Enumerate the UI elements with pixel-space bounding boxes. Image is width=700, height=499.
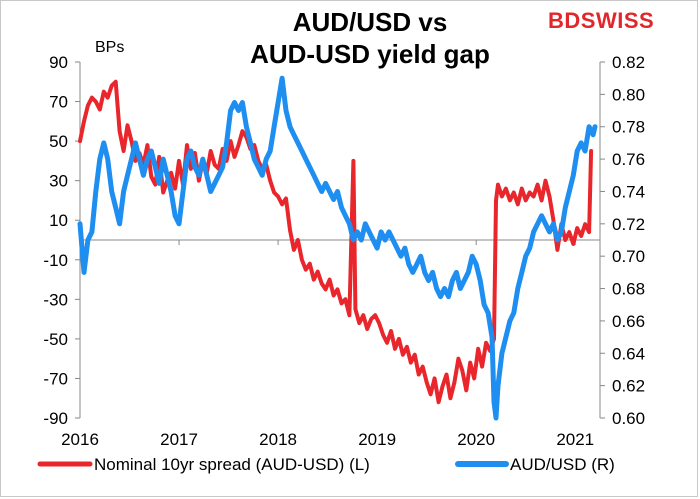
- left-tick-label: -70: [43, 369, 68, 388]
- left-tick-label: -50: [43, 330, 68, 349]
- legend-label-spread: Nominal 10yr spread (AUD-USD) (L): [94, 455, 370, 474]
- right-tick-label: 0.60: [612, 409, 645, 428]
- left-tick-label: -90: [43, 409, 68, 428]
- left-tick-label: 70: [49, 93, 68, 112]
- right-tick-label: 0.64: [612, 344, 645, 363]
- left-tick-label: 90: [49, 53, 68, 72]
- right-tick-label: 0.62: [612, 377, 645, 396]
- right-tick-label: 0.74: [612, 182, 645, 201]
- brand-logo-text: BDSWISS: [548, 8, 655, 33]
- left-tick-label: -30: [43, 290, 68, 309]
- left-tick-label: 10: [49, 211, 68, 230]
- brand-logo: BDSWISS: [548, 8, 654, 34]
- left-axis-unit: BPs: [95, 39, 124, 56]
- x-tick-label: 2018: [259, 430, 297, 449]
- x-tick-label: 2017: [160, 430, 198, 449]
- chart-title-line1: AUD/USD vs: [292, 7, 448, 37]
- left-tick-label: -10: [43, 251, 68, 270]
- right-tick-label: 0.78: [612, 118, 645, 137]
- left-tick-label: 50: [49, 132, 68, 151]
- right-tick-label: 0.70: [612, 247, 645, 266]
- right-tick-label: 0.76: [612, 150, 645, 169]
- left-tick-label: 30: [49, 172, 68, 191]
- x-tick-label: 2021: [556, 430, 594, 449]
- right-tick-label: 0.80: [612, 85, 645, 104]
- x-tick-label: 2016: [61, 430, 99, 449]
- right-tick-label: 0.66: [612, 312, 645, 331]
- right-tick-label: 0.72: [612, 215, 645, 234]
- chart-title: AUD/USD vs AUD-USD yield gap: [160, 6, 580, 70]
- legend-label-audusd: AUD/USD (R): [510, 455, 615, 474]
- series-line-audusd: [77, 75, 598, 421]
- x-tick-label: 2019: [358, 430, 396, 449]
- series-line-spread: [78, 79, 594, 405]
- x-tick-label: 2020: [457, 430, 495, 449]
- right-tick-label: 0.68: [612, 280, 645, 299]
- right-tick-label: 0.82: [612, 53, 645, 72]
- chart-title-line2: AUD-USD yield gap: [250, 39, 490, 69]
